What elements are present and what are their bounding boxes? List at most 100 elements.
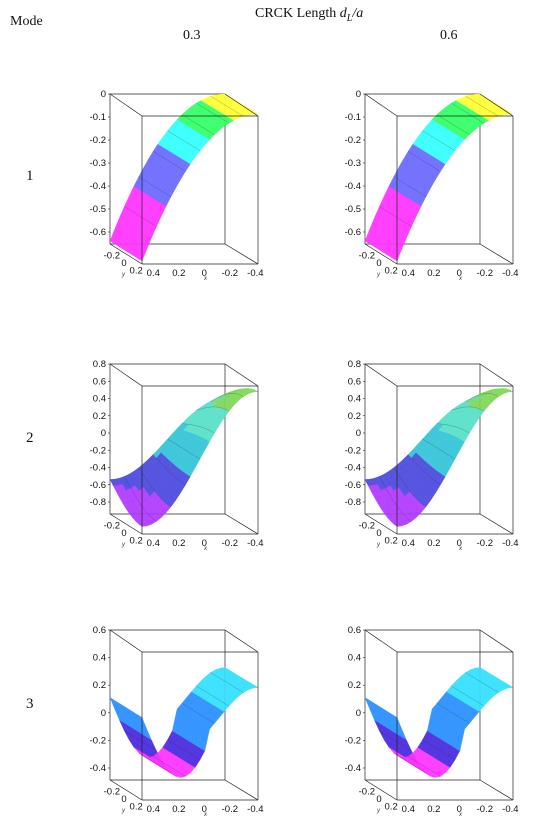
z-tick-label: -0.5 bbox=[90, 204, 106, 215]
z-tick-label: 0.2 bbox=[348, 680, 361, 691]
y-tick-label: 0 bbox=[121, 258, 126, 269]
x-tick-label: -0.4 bbox=[502, 268, 518, 279]
y-tick-label: -0.2 bbox=[359, 786, 375, 797]
contour-line bbox=[210, 96, 244, 117]
contour-line bbox=[422, 130, 456, 151]
box-edge bbox=[364, 93, 398, 117]
contour-line bbox=[138, 752, 172, 774]
x-tick-label: 0.2 bbox=[427, 538, 440, 549]
z-tick-label: 0 bbox=[101, 708, 106, 719]
z-tick-label: 0 bbox=[101, 428, 106, 439]
surface-mesh bbox=[364, 388, 514, 527]
contour-line bbox=[196, 406, 230, 412]
z-tick-label: -0.3 bbox=[345, 158, 361, 169]
x-tick-label: -0.4 bbox=[502, 538, 518, 549]
z-tick-label: -0.2 bbox=[345, 735, 361, 746]
y-tick-label: 0.2 bbox=[385, 536, 398, 547]
bounding-box-front bbox=[109, 629, 259, 801]
contour-line bbox=[167, 130, 201, 151]
z-tick-label: 0 bbox=[356, 89, 361, 100]
contour-line bbox=[379, 476, 412, 522]
contour-line bbox=[210, 672, 244, 693]
x-tick-label: 0.4 bbox=[402, 804, 415, 815]
contour-line bbox=[393, 752, 427, 774]
title-suffix: /a bbox=[352, 6, 364, 21]
z-tick-label: 0.4 bbox=[348, 394, 361, 405]
box-edge bbox=[109, 93, 143, 117]
contour-line bbox=[210, 393, 244, 402]
box-edge bbox=[364, 243, 398, 265]
z-tick-label: 0 bbox=[356, 428, 361, 439]
y-axis-label: y bbox=[121, 542, 126, 548]
z-tick-label: 0 bbox=[356, 708, 361, 719]
z-tick-label: -0.1 bbox=[345, 112, 361, 123]
y-tick-label: -0.2 bbox=[359, 250, 375, 261]
x-tick-label: 0.2 bbox=[172, 538, 185, 549]
surface-plot-mode-2-length-0.6: 0.80.60.40.20-0.2-0.4-0.6-0.8-0.200.2 0.4… bbox=[345, 359, 519, 552]
y-tick-label: -0.2 bbox=[104, 520, 120, 531]
x-tick-label: 0.4 bbox=[147, 268, 160, 279]
row-label-mode-2: 2 bbox=[26, 430, 34, 446]
box-edge bbox=[224, 629, 259, 653]
y-tick-label: 0.2 bbox=[385, 802, 398, 813]
x-tick-label: 0 bbox=[457, 538, 462, 549]
box-edge bbox=[109, 629, 143, 653]
contour-line bbox=[436, 423, 470, 434]
surface-mesh bbox=[364, 667, 514, 778]
box-edge bbox=[224, 93, 259, 117]
x-tick-label: 0.2 bbox=[172, 804, 185, 815]
y-tick-label: -0.2 bbox=[104, 250, 120, 261]
z-tick-label: 0.8 bbox=[93, 359, 106, 370]
contour-line bbox=[379, 730, 412, 751]
z-tick-label: 0.6 bbox=[93, 376, 106, 387]
x-tick-label: -0.4 bbox=[247, 538, 263, 549]
box-edge bbox=[364, 363, 398, 387]
box-edge bbox=[364, 779, 398, 801]
crack-length-title: CRCK Length dL/a bbox=[255, 6, 363, 24]
box-edge bbox=[479, 629, 514, 653]
z-tick-label: -0.3 bbox=[90, 158, 106, 169]
contour-line bbox=[465, 393, 499, 402]
z-tick-label: -0.2 bbox=[90, 445, 106, 456]
x-tick-label: 0 bbox=[457, 804, 462, 815]
bounding-box-front bbox=[364, 93, 514, 265]
bounding-box-front bbox=[109, 93, 259, 265]
z-tick-label: -0.6 bbox=[90, 227, 106, 238]
x-tick-label: 0.4 bbox=[402, 538, 415, 549]
contour-line bbox=[393, 176, 427, 197]
x-tick-label: 0.2 bbox=[172, 268, 185, 279]
z-tick-label: -0.2 bbox=[345, 445, 361, 456]
box-edge bbox=[224, 363, 259, 387]
contour-line bbox=[138, 176, 172, 197]
box-edge bbox=[224, 779, 259, 801]
contour-line bbox=[379, 206, 412, 227]
z-tick-label: 0.8 bbox=[348, 359, 361, 370]
y-axis-label: y bbox=[376, 808, 381, 814]
x-tick-label: -0.4 bbox=[247, 268, 263, 279]
surface-patch bbox=[249, 389, 259, 393]
y-tick-label: 0.2 bbox=[130, 266, 143, 277]
x-tick-label: -0.2 bbox=[477, 804, 493, 815]
contour-line bbox=[408, 756, 441, 777]
surface-plot-mode-2-length-0.3: 0.80.60.40.20-0.2-0.4-0.6-0.8-0.200.2 0.4… bbox=[90, 359, 264, 552]
contour-line bbox=[181, 423, 215, 434]
bounding-box bbox=[109, 629, 259, 801]
title-prefix: CRCK Length bbox=[255, 6, 340, 21]
x-tick-label: 0 bbox=[202, 538, 207, 549]
z-tick-label: -0.2 bbox=[90, 135, 106, 146]
x-tick-label: 0.4 bbox=[147, 804, 160, 815]
z-tick-label: 0.4 bbox=[348, 653, 361, 664]
y-axis-label: y bbox=[121, 808, 126, 814]
z-tick-label: 0.4 bbox=[93, 394, 106, 405]
column-header-0.6: 0.6 bbox=[440, 28, 458, 43]
box-edge bbox=[479, 93, 514, 117]
z-tick-label: -0.2 bbox=[90, 735, 106, 746]
surface-plot-mode-1-length-0.6: 0-0.1-0.2-0.3-0.4-0.5-0.6-0.200.2 0.4 0.2 0… bbox=[345, 89, 519, 282]
y-tick-label: 0.2 bbox=[130, 536, 143, 547]
contour-line bbox=[138, 467, 172, 507]
y-tick-label: -0.2 bbox=[359, 520, 375, 531]
y-tick-label: 0 bbox=[376, 528, 381, 539]
x-tick-label: -0.4 bbox=[502, 804, 518, 815]
x-axis-label: x bbox=[203, 546, 208, 552]
bounding-box-front bbox=[364, 629, 514, 801]
